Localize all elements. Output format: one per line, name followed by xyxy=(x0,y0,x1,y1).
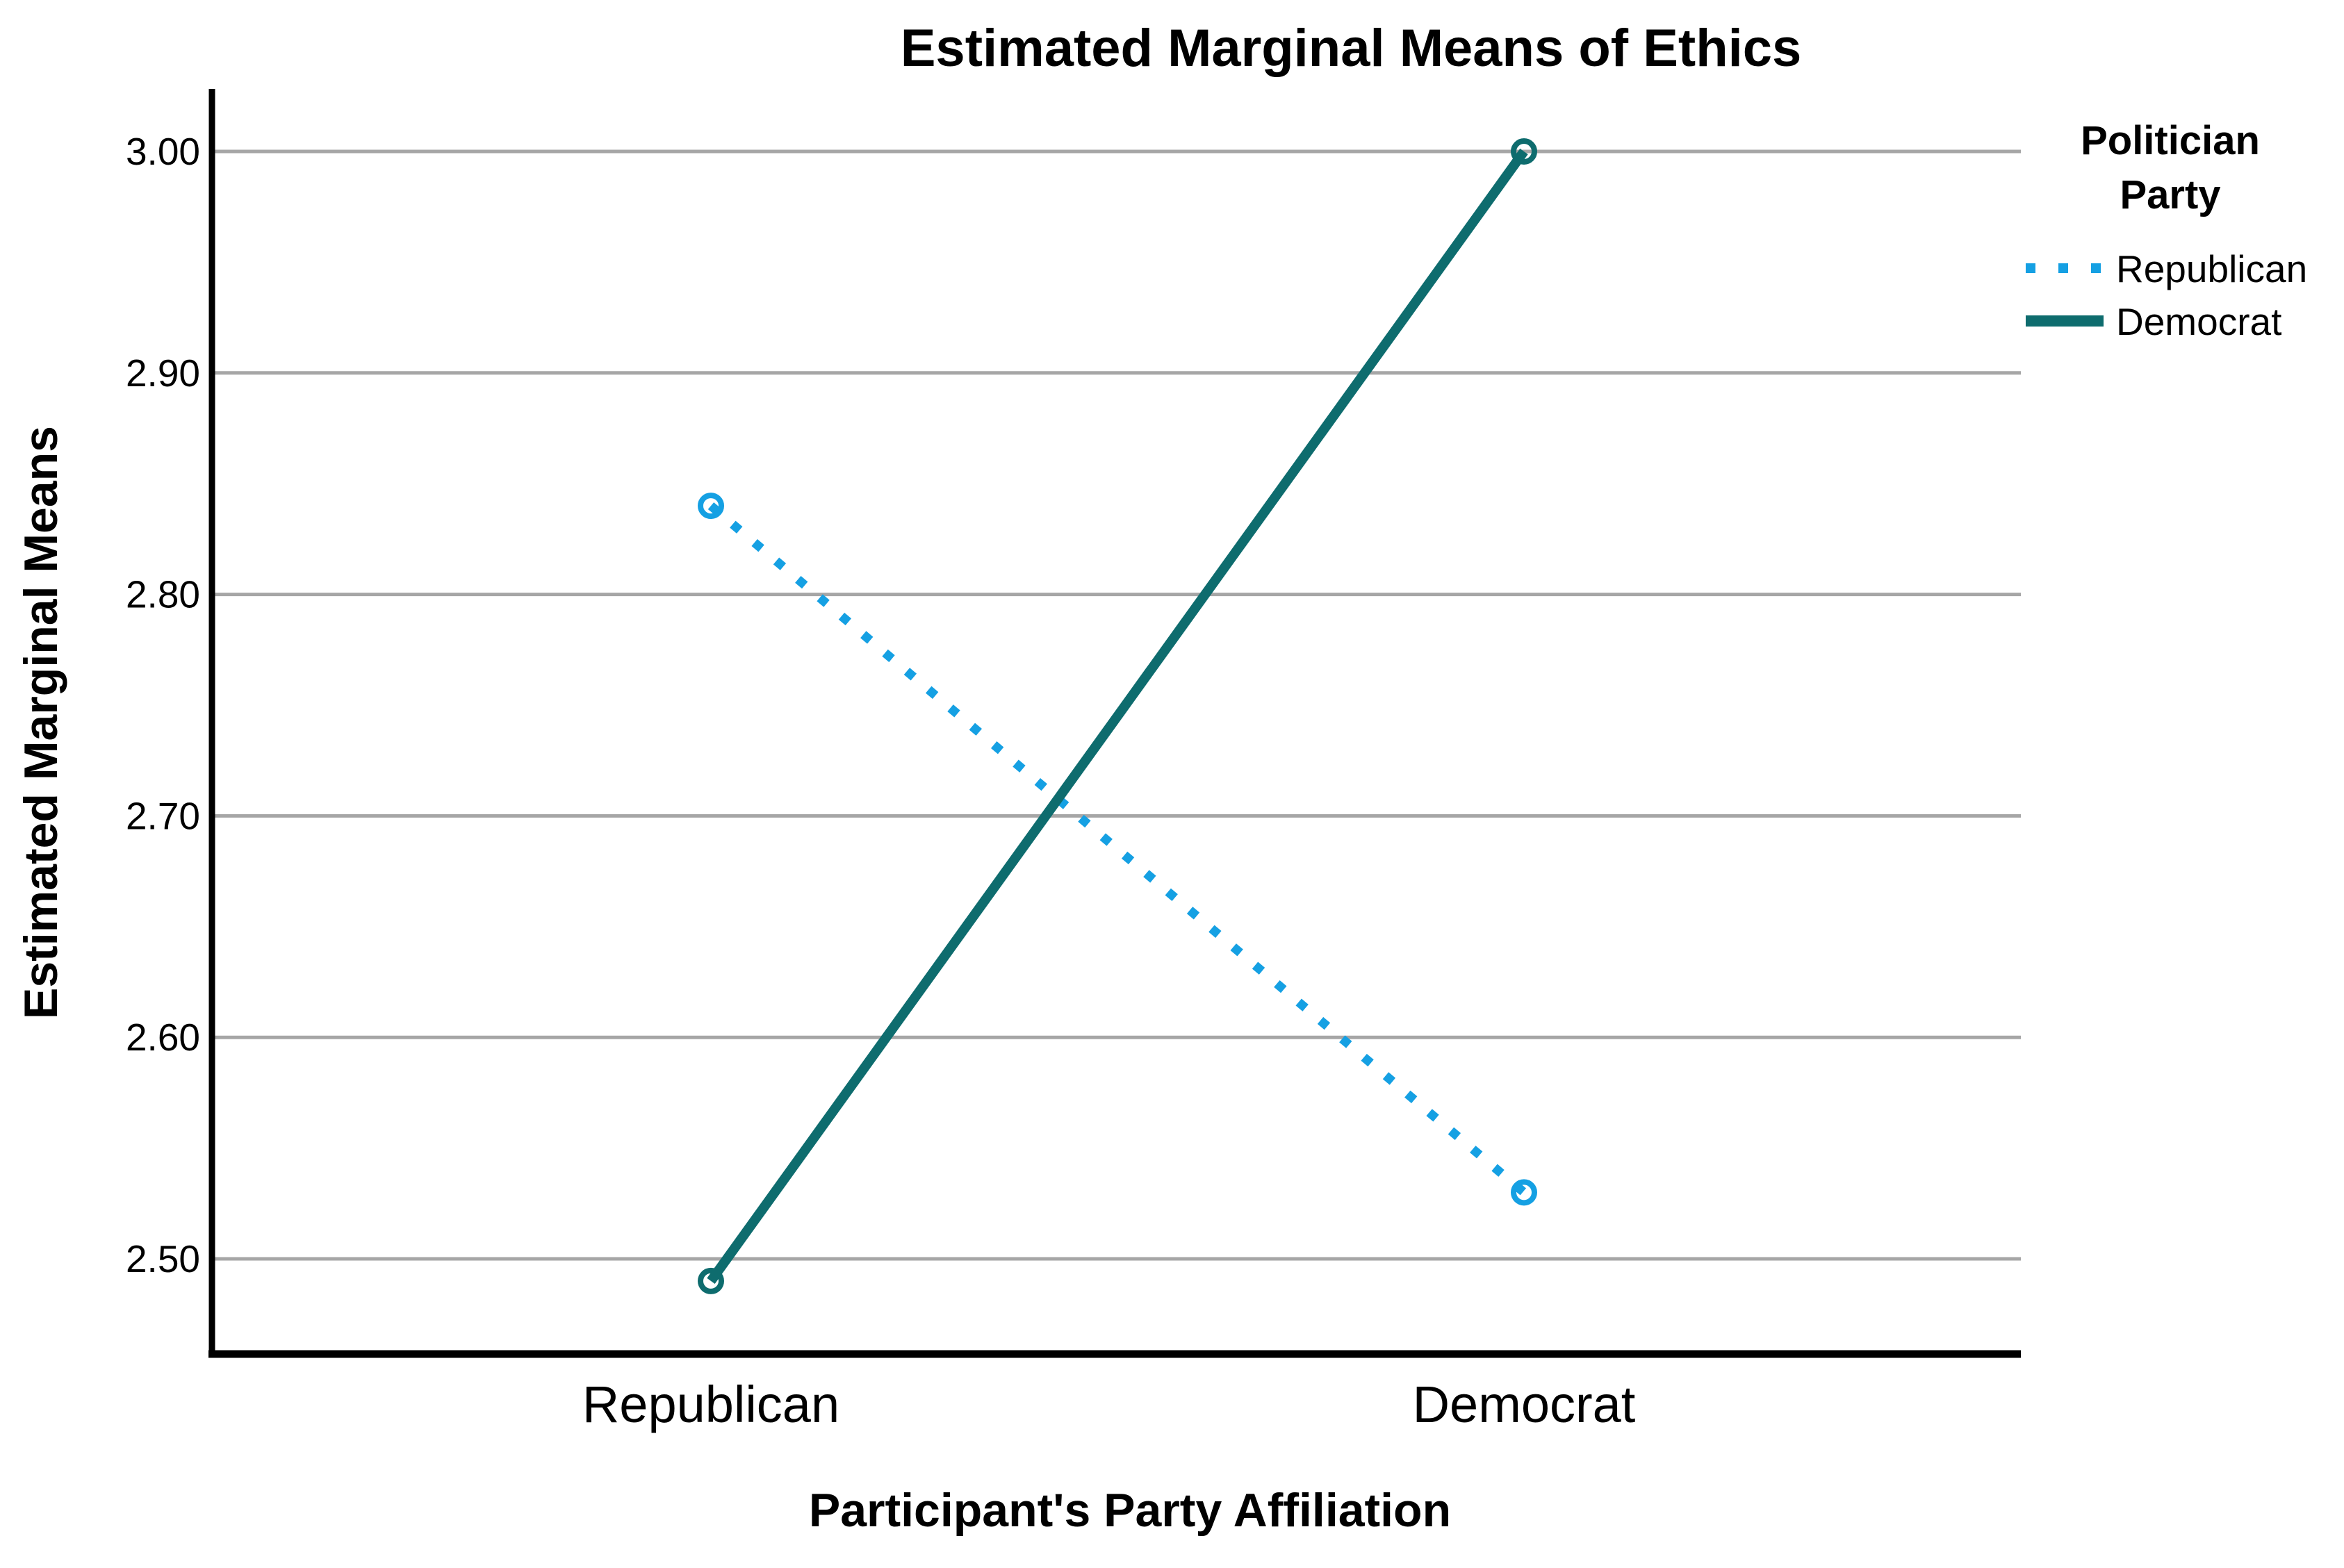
x-category-labels: Republican Democrat xyxy=(582,1376,1636,1433)
legend-label-republican: Republican xyxy=(2116,247,2307,290)
y-tick-label: 2.70 xyxy=(126,794,200,837)
series-line-republican xyxy=(707,502,1527,1196)
legend-items: Republican Democrat xyxy=(2026,247,2307,343)
y-tick-labels: 3.00 2.90 2.80 2.70 2.60 2.50 xyxy=(126,130,200,1280)
marker-democrat xyxy=(698,1267,724,1294)
y-tick-label: 2.60 xyxy=(126,1016,200,1059)
y-tick-label: 2.80 xyxy=(126,573,200,616)
x-category-label: Democrat xyxy=(1413,1376,1636,1433)
gridlines xyxy=(212,149,2021,1261)
legend-title-line1: Politician xyxy=(2081,118,2260,163)
x-axis-title: Participant's Party Affiliation xyxy=(809,1484,1451,1537)
series-line-democrat xyxy=(707,148,1528,1284)
legend: Politician Party Republican Democrat xyxy=(2026,118,2307,343)
marker-republican xyxy=(1511,1179,1537,1206)
legend-label-democrat: Democrat xyxy=(2116,300,2281,343)
y-tick-label: 2.90 xyxy=(126,352,200,395)
series-lines xyxy=(698,138,1537,1294)
x-category-label: Republican xyxy=(582,1376,839,1433)
axes xyxy=(208,89,2021,1358)
legend-title-line2: Party xyxy=(2120,172,2220,217)
y-axis-title: Estimated Marginal Means xyxy=(15,426,67,1019)
marker-republican xyxy=(698,493,724,520)
y-tick-label: 3.00 xyxy=(126,130,200,173)
chart-title: Estimated Marginal Means of Ethics xyxy=(901,19,1802,78)
marker-democrat xyxy=(1511,138,1537,165)
y-tick-label: 2.50 xyxy=(126,1237,200,1280)
